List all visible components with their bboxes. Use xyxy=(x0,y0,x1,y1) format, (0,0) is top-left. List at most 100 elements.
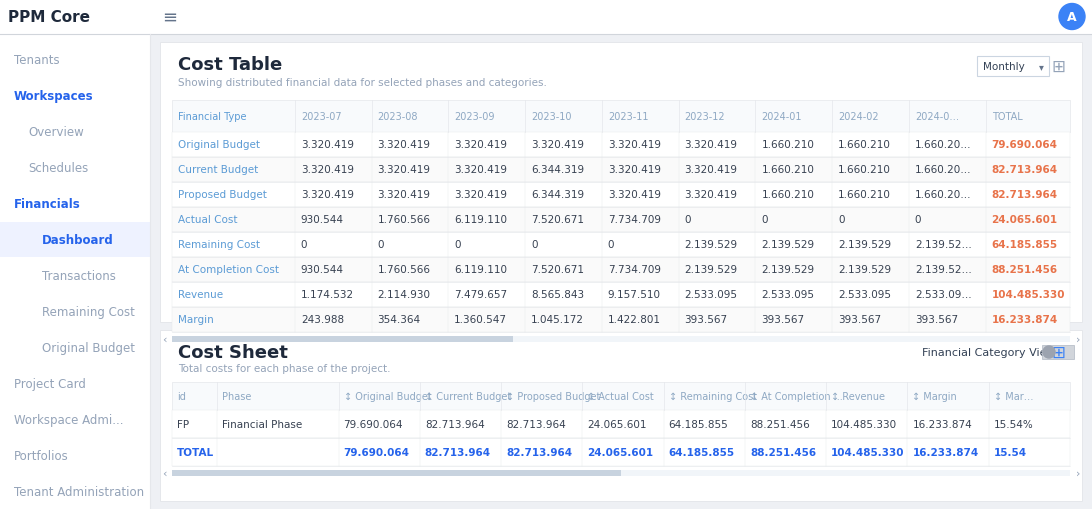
Text: 930.544: 930.544 xyxy=(300,215,344,225)
Bar xyxy=(173,101,1070,133)
Text: 24.065.601: 24.065.601 xyxy=(992,215,1058,225)
Text: 24.065.601: 24.065.601 xyxy=(587,419,646,429)
Text: Project Card: Project Card xyxy=(14,377,86,390)
Text: Cost Table: Cost Table xyxy=(178,56,282,74)
Text: 2.533.095: 2.533.095 xyxy=(838,290,891,300)
Text: Phase: Phase xyxy=(222,391,251,401)
Circle shape xyxy=(1043,346,1055,358)
Text: 1.660.210: 1.660.210 xyxy=(761,165,815,175)
Text: 2.114.930: 2.114.930 xyxy=(378,290,430,300)
Text: 16.233.874: 16.233.874 xyxy=(913,447,978,457)
Text: 79.690.064: 79.690.064 xyxy=(344,447,410,457)
Text: 88.251.456: 88.251.456 xyxy=(750,419,809,429)
Text: 7.520.671: 7.520.671 xyxy=(531,265,584,275)
Text: Transactions: Transactions xyxy=(41,269,116,282)
Text: Financial Phase: Financial Phase xyxy=(222,419,302,429)
Text: Financials: Financials xyxy=(14,198,81,211)
Text: 0: 0 xyxy=(761,215,768,225)
Bar xyxy=(173,470,1070,476)
Text: 3.320.419: 3.320.419 xyxy=(608,165,661,175)
Text: 82.713.964: 82.713.964 xyxy=(425,419,485,429)
Text: 3.320.419: 3.320.419 xyxy=(685,165,737,175)
Text: 3.320.419: 3.320.419 xyxy=(300,165,354,175)
Text: 104.485.330: 104.485.330 xyxy=(831,419,898,429)
Text: ‹: ‹ xyxy=(162,468,166,478)
Text: 1.660.210: 1.660.210 xyxy=(838,140,891,150)
Text: 2023-07: 2023-07 xyxy=(300,112,342,122)
Text: Revenue: Revenue xyxy=(178,290,223,300)
Text: 6.344.319: 6.344.319 xyxy=(531,165,584,175)
Text: 2024-01: 2024-01 xyxy=(761,112,802,122)
Text: 15.54%: 15.54% xyxy=(994,419,1033,429)
Bar xyxy=(173,258,1070,282)
Text: 2024-02: 2024-02 xyxy=(838,112,879,122)
Text: 2.139.529: 2.139.529 xyxy=(761,265,815,275)
Text: 1.760.566: 1.760.566 xyxy=(378,215,430,225)
Bar xyxy=(161,43,1082,322)
Text: 16.233.874: 16.233.874 xyxy=(913,419,972,429)
Text: 0: 0 xyxy=(300,240,307,250)
Text: ▾: ▾ xyxy=(1038,62,1044,72)
Text: 82.713.964: 82.713.964 xyxy=(992,165,1058,175)
Text: 2.533.095: 2.533.095 xyxy=(761,290,815,300)
Text: ↕ Actual Cost: ↕ Actual Cost xyxy=(587,391,654,401)
Text: 393.567: 393.567 xyxy=(915,315,958,325)
Text: 2.533.095: 2.533.095 xyxy=(685,290,737,300)
Text: 930.544: 930.544 xyxy=(300,265,344,275)
Text: 82.713.964: 82.713.964 xyxy=(992,190,1058,200)
Text: Financial Type: Financial Type xyxy=(178,112,247,122)
Text: 16.233.874: 16.233.874 xyxy=(992,315,1058,325)
Text: 7.734.709: 7.734.709 xyxy=(608,265,661,275)
Text: 3.320.419: 3.320.419 xyxy=(454,165,508,175)
Text: 2.139.52…: 2.139.52… xyxy=(915,265,972,275)
Bar xyxy=(173,438,1070,466)
Text: Portfolios: Portfolios xyxy=(14,449,69,462)
Text: ↕ Revenue: ↕ Revenue xyxy=(831,391,886,401)
Text: Workspaces: Workspaces xyxy=(14,90,94,103)
Text: 243.988: 243.988 xyxy=(300,315,344,325)
Text: Remaining Cost: Remaining Cost xyxy=(41,305,135,318)
Text: 1.660.210: 1.660.210 xyxy=(838,190,891,200)
Text: 1.045.172: 1.045.172 xyxy=(531,315,584,325)
Text: ⊞: ⊞ xyxy=(1052,58,1065,76)
Text: 393.567: 393.567 xyxy=(685,315,727,325)
Text: 79.690.064: 79.690.064 xyxy=(992,140,1057,150)
Bar xyxy=(173,410,1070,438)
Text: 1.660.20…: 1.660.20… xyxy=(915,140,972,150)
Bar xyxy=(173,233,1070,258)
Text: Showing distributed financial data for selected phases and categories.: Showing distributed financial data for s… xyxy=(178,78,547,88)
Text: 88.251.456: 88.251.456 xyxy=(750,447,816,457)
Text: id: id xyxy=(177,391,186,401)
Text: 1.660.210: 1.660.210 xyxy=(761,140,815,150)
Text: 104.485.330: 104.485.330 xyxy=(992,290,1065,300)
Text: Overview: Overview xyxy=(28,126,84,139)
Text: TOTAL: TOTAL xyxy=(992,112,1022,122)
Text: Tenants: Tenants xyxy=(14,54,60,67)
Bar xyxy=(173,183,1070,208)
Text: 3.320.419: 3.320.419 xyxy=(531,140,584,150)
Text: Current Budget: Current Budget xyxy=(178,165,258,175)
Bar xyxy=(173,382,1070,410)
Text: 354.364: 354.364 xyxy=(378,315,420,325)
Text: 2023-10: 2023-10 xyxy=(531,112,571,122)
Text: 1.360.547: 1.360.547 xyxy=(454,315,508,325)
Text: ≡: ≡ xyxy=(162,9,177,26)
Text: Original Budget: Original Budget xyxy=(41,341,135,354)
Bar xyxy=(1042,345,1075,359)
Text: 15.54: 15.54 xyxy=(994,447,1026,457)
Text: 0: 0 xyxy=(378,240,384,250)
Text: ↕ Proposed Budget: ↕ Proposed Budget xyxy=(506,391,601,401)
Bar xyxy=(977,57,1049,77)
Text: 3.320.419: 3.320.419 xyxy=(300,140,354,150)
Text: Schedules: Schedules xyxy=(28,162,88,175)
Text: 3.320.419: 3.320.419 xyxy=(378,190,430,200)
Text: 1.660.20…: 1.660.20… xyxy=(915,190,972,200)
Text: 393.567: 393.567 xyxy=(761,315,805,325)
Bar xyxy=(0,223,150,258)
Bar xyxy=(173,336,513,343)
Text: Tenant Administration: Tenant Administration xyxy=(14,485,144,498)
Text: 79.690.064: 79.690.064 xyxy=(344,419,403,429)
Bar xyxy=(173,470,621,476)
Text: A: A xyxy=(1067,11,1077,24)
Bar xyxy=(173,307,1070,332)
